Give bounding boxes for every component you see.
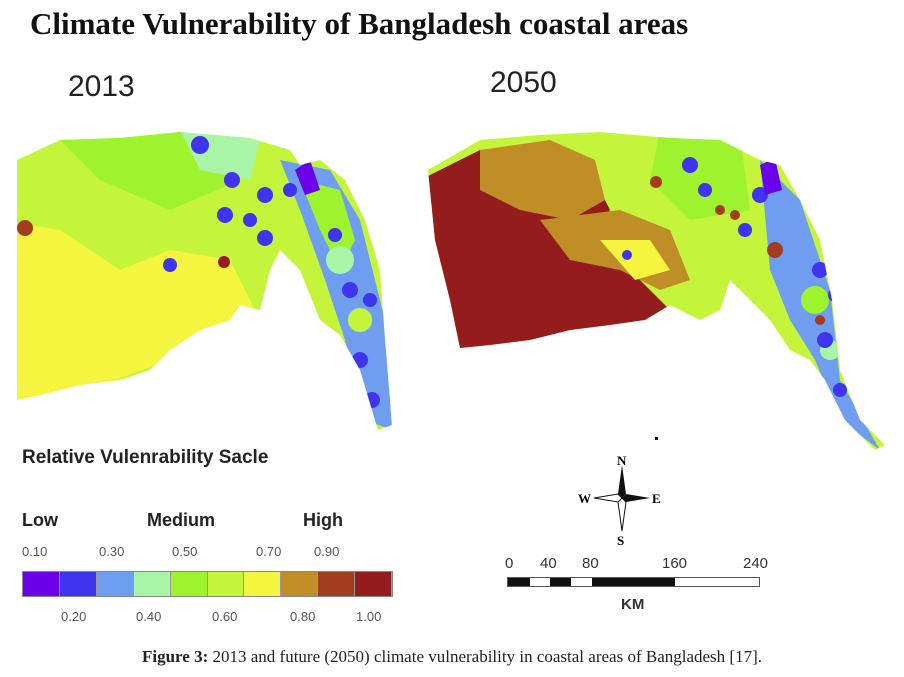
scale-tick: 40 (540, 555, 557, 572)
scale-tick: 0 (505, 555, 514, 572)
legend-tick: 0.80 (290, 609, 316, 624)
map-2013 (17, 132, 392, 430)
legend-level-medium: Medium (147, 510, 216, 530)
caption-label: Figure 3: (141, 647, 209, 666)
legend-swatch-6 (244, 572, 282, 596)
legend-swatch-7 (281, 572, 319, 596)
legend-swatch-1 (59, 572, 97, 596)
legend-swatch-5 (207, 572, 245, 596)
legend-title: Relative Vulenrability Sacle (22, 447, 269, 468)
scale-tick: 160 (662, 555, 688, 572)
year-label-2013: 2013 (68, 70, 135, 103)
compass-rose-icon: N S W E (578, 453, 661, 548)
legend-swatch-8 (318, 572, 356, 596)
legend-swatch-4 (170, 572, 208, 596)
compass-e: E (652, 491, 661, 506)
legend-swatch-0 (23, 572, 60, 596)
dot (655, 437, 658, 440)
year-label-2050: 2050 (490, 66, 557, 99)
legend-swatch-3 (133, 572, 171, 596)
compass-w: W (578, 491, 591, 506)
legend-tick: 0.60 (212, 609, 238, 624)
scale-tick: 80 (582, 555, 599, 572)
legend-tick: 0.10 (22, 544, 48, 559)
map-2050 (428, 132, 885, 450)
scale-tick: 240 (743, 555, 769, 572)
legend-tick: 0.90 (314, 544, 340, 559)
legend-level-high: High (303, 510, 343, 530)
legend-tick: 1.00 (356, 609, 382, 624)
caption-text: 2013 and future (2050) climate vulnerabi… (208, 647, 763, 666)
legend-tick: 0.40 (136, 609, 162, 624)
legend-color-bar (22, 571, 393, 597)
compass-n: N (617, 453, 627, 468)
figure-title: Climate Vulnerability of Bangladesh coas… (30, 6, 689, 41)
compass-s: S (617, 533, 624, 548)
legend-tick: 0.30 (99, 544, 125, 559)
legend-level-low: Low (22, 510, 58, 530)
figure-caption: Figure 3: 2013 and future (2050) climate… (0, 647, 904, 667)
legend-swatch-9 (355, 572, 393, 596)
scale-bar (507, 577, 760, 587)
legend-tick: 0.70 (256, 544, 282, 559)
legend-swatch-2 (96, 572, 134, 596)
scale-unit: KM (621, 596, 645, 613)
legend-tick: 0.50 (172, 544, 198, 559)
legend-tick: 0.20 (61, 609, 87, 624)
